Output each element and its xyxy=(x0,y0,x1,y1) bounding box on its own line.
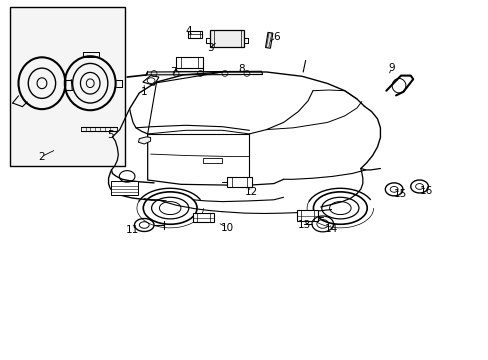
Text: 15: 15 xyxy=(392,189,406,199)
Text: 5: 5 xyxy=(106,130,113,140)
Text: 8: 8 xyxy=(238,64,245,74)
Text: 3: 3 xyxy=(206,42,213,53)
Text: 12: 12 xyxy=(244,186,258,197)
Polygon shape xyxy=(142,76,159,85)
Bar xyxy=(203,158,221,163)
Text: 10: 10 xyxy=(221,222,233,233)
Bar xyxy=(227,177,251,187)
Text: 7: 7 xyxy=(170,67,177,77)
Text: 6: 6 xyxy=(272,32,279,42)
Text: 11: 11 xyxy=(125,225,139,235)
Text: 4: 4 xyxy=(184,26,191,36)
Text: 2: 2 xyxy=(38,152,45,162)
Polygon shape xyxy=(138,137,150,144)
Bar xyxy=(210,30,244,47)
Text: 9: 9 xyxy=(387,63,394,73)
Polygon shape xyxy=(146,71,262,75)
Bar xyxy=(176,57,203,68)
Bar xyxy=(193,213,213,222)
Text: 1: 1 xyxy=(141,87,147,97)
Bar xyxy=(10,7,124,166)
Text: 13: 13 xyxy=(297,220,310,230)
Bar xyxy=(188,31,202,38)
Polygon shape xyxy=(265,32,272,48)
Bar xyxy=(297,210,317,221)
Text: 16: 16 xyxy=(419,186,432,196)
Bar xyxy=(111,181,138,195)
Text: 14: 14 xyxy=(324,224,338,234)
